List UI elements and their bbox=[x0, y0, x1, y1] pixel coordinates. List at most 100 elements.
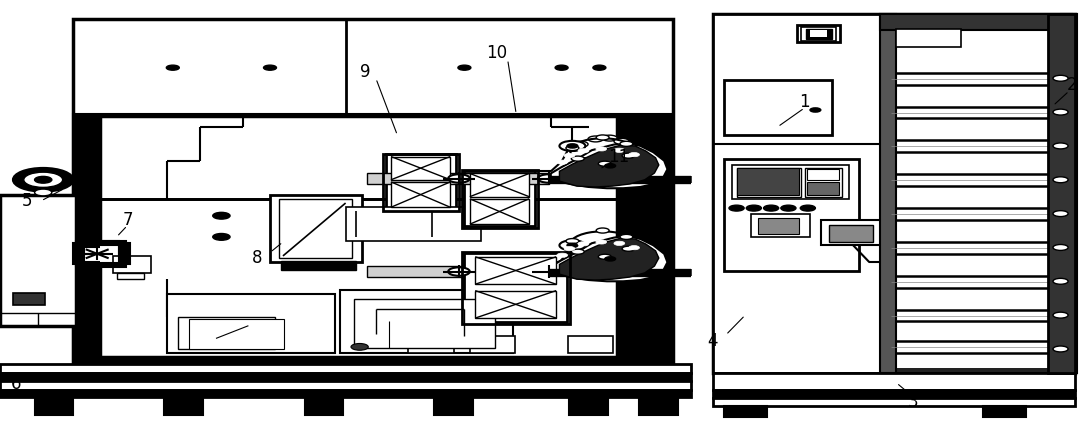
Circle shape bbox=[571, 156, 584, 161]
Text: 6: 6 bbox=[11, 375, 22, 393]
Bar bbox=[888, 242, 1063, 254]
Circle shape bbox=[603, 135, 617, 141]
Bar bbox=[888, 310, 1063, 321]
Circle shape bbox=[1053, 75, 1068, 81]
Bar bbox=[713, 390, 1075, 398]
Bar bbox=[1048, 14, 1075, 373]
Circle shape bbox=[538, 174, 559, 183]
Bar bbox=[386, 154, 456, 209]
Bar bbox=[167, 294, 335, 353]
Bar bbox=[983, 406, 1026, 417]
Bar bbox=[113, 256, 151, 273]
Circle shape bbox=[351, 343, 368, 350]
Circle shape bbox=[622, 144, 637, 150]
Bar bbox=[807, 182, 839, 195]
Bar bbox=[0, 373, 691, 381]
Circle shape bbox=[622, 153, 635, 158]
Bar bbox=[888, 276, 1063, 288]
Bar bbox=[888, 17, 1066, 368]
Circle shape bbox=[596, 147, 607, 151]
Text: 9: 9 bbox=[360, 63, 370, 81]
Bar bbox=[305, 397, 343, 415]
Circle shape bbox=[567, 144, 578, 148]
Bar bbox=[119, 243, 130, 264]
Bar bbox=[806, 29, 832, 39]
Circle shape bbox=[605, 257, 616, 261]
Text: 5: 5 bbox=[22, 192, 32, 210]
Text: 1: 1 bbox=[799, 93, 810, 110]
Bar bbox=[737, 168, 799, 195]
Bar bbox=[713, 14, 1075, 373]
Circle shape bbox=[1053, 109, 1068, 115]
Circle shape bbox=[598, 161, 611, 166]
Bar bbox=[367, 266, 549, 277]
Circle shape bbox=[598, 254, 611, 259]
Bar bbox=[810, 30, 827, 37]
Bar bbox=[470, 199, 529, 224]
Circle shape bbox=[620, 141, 633, 146]
Bar bbox=[367, 173, 549, 184]
Bar bbox=[732, 165, 849, 199]
Circle shape bbox=[35, 176, 52, 183]
Bar bbox=[737, 168, 801, 197]
Circle shape bbox=[613, 241, 624, 245]
Circle shape bbox=[596, 228, 609, 233]
Bar bbox=[470, 173, 529, 197]
Circle shape bbox=[566, 146, 579, 151]
Bar bbox=[639, 397, 678, 415]
Circle shape bbox=[578, 242, 589, 246]
Circle shape bbox=[1053, 278, 1068, 284]
Bar bbox=[888, 73, 1063, 85]
Circle shape bbox=[166, 65, 179, 70]
Bar bbox=[391, 157, 450, 180]
Bar bbox=[346, 207, 481, 241]
Text: 8: 8 bbox=[252, 249, 262, 267]
Circle shape bbox=[596, 240, 607, 244]
Circle shape bbox=[622, 150, 637, 156]
Bar bbox=[888, 208, 1063, 220]
Bar bbox=[100, 116, 617, 357]
Bar bbox=[713, 398, 1075, 406]
Circle shape bbox=[629, 153, 639, 157]
Circle shape bbox=[1053, 143, 1068, 149]
Circle shape bbox=[577, 158, 592, 164]
Circle shape bbox=[573, 141, 589, 147]
Bar bbox=[270, 195, 362, 262]
Circle shape bbox=[591, 160, 605, 166]
Bar bbox=[281, 261, 356, 270]
Circle shape bbox=[810, 108, 821, 112]
Bar bbox=[391, 182, 450, 207]
Circle shape bbox=[604, 159, 619, 165]
Circle shape bbox=[613, 148, 624, 152]
Bar bbox=[35, 397, 73, 415]
Bar bbox=[724, 159, 859, 271]
Text: 10: 10 bbox=[486, 44, 508, 62]
Bar bbox=[340, 290, 513, 353]
Circle shape bbox=[564, 247, 575, 251]
Bar bbox=[807, 169, 839, 180]
Bar bbox=[464, 171, 535, 226]
Bar bbox=[164, 397, 203, 415]
Text: 2: 2 bbox=[1067, 76, 1078, 93]
Polygon shape bbox=[551, 236, 667, 281]
Circle shape bbox=[764, 205, 779, 211]
Bar bbox=[0, 381, 691, 390]
Bar bbox=[801, 27, 836, 41]
Bar bbox=[100, 116, 617, 357]
Circle shape bbox=[1053, 312, 1068, 318]
Text: 11: 11 bbox=[608, 148, 630, 165]
Circle shape bbox=[35, 189, 52, 196]
Bar bbox=[888, 341, 1063, 353]
Bar bbox=[713, 373, 1075, 390]
Circle shape bbox=[622, 246, 635, 251]
Bar bbox=[896, 29, 961, 47]
Bar bbox=[880, 14, 1072, 373]
Bar bbox=[619, 114, 673, 366]
Circle shape bbox=[213, 212, 230, 219]
Bar bbox=[356, 212, 432, 237]
Bar bbox=[117, 273, 144, 279]
Polygon shape bbox=[559, 238, 659, 280]
Circle shape bbox=[729, 205, 744, 211]
Circle shape bbox=[557, 253, 568, 257]
Bar bbox=[73, 114, 673, 366]
